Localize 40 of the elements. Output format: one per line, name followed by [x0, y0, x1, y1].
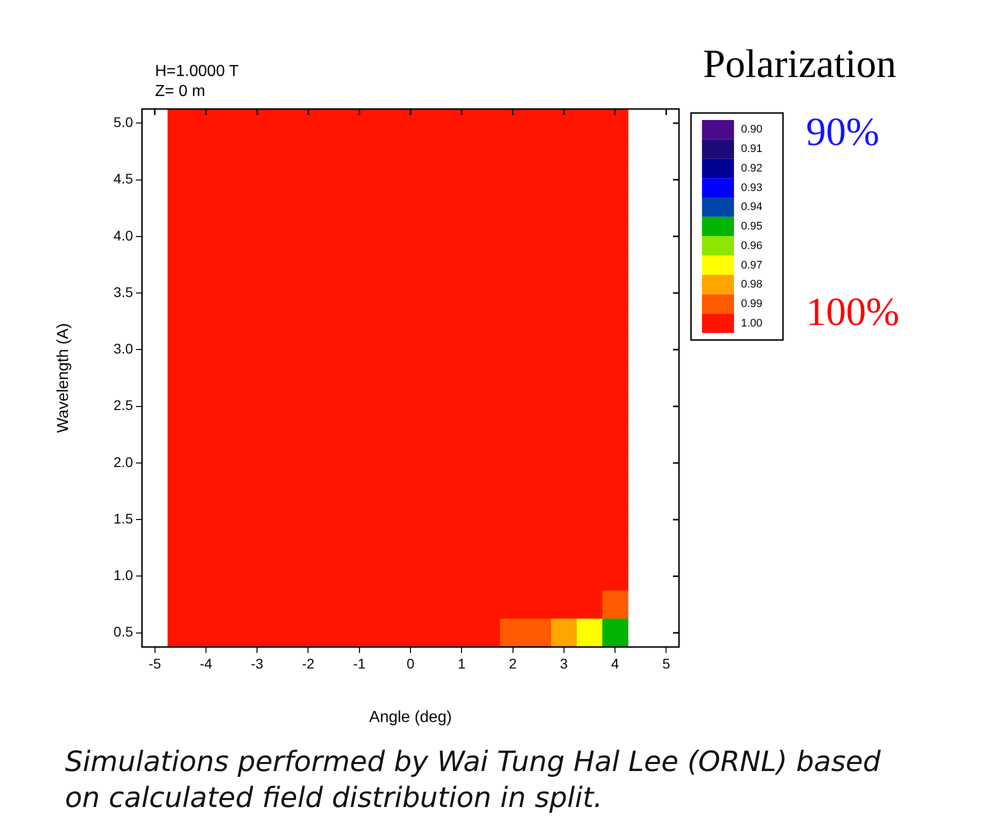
y-tick-label: 4.5	[114, 170, 134, 187]
x-tick-label: -5	[148, 655, 162, 672]
y-tick-label: 5.0	[114, 114, 134, 130]
text: Simulations performed by Wai Tung Hal Lee (ORNL) based on calculated field distribution in split.	[65, 744, 882, 816]
y-axis-title: Wavelength (A)	[55, 323, 72, 433]
color-bar-label: 0.91	[741, 143, 762, 156]
color-bar-label: 0.92	[741, 162, 762, 174]
color-bar-label: 0.97	[741, 259, 762, 272]
x-tick-label: -2	[302, 655, 315, 672]
y-tick-label: 2.5	[114, 397, 134, 414]
x-tick-label: 0	[406, 655, 415, 672]
color-bar-label: 0.95	[741, 220, 762, 233]
y-tick-label: 3.0	[114, 340, 134, 357]
x-tick-label: 2	[508, 655, 517, 672]
y-tick-label: 1.0	[114, 567, 134, 584]
color-bar-label: 1.00	[741, 317, 762, 330]
y-tick-label: 0.5	[114, 624, 134, 640]
x-tick-label: 1	[458, 655, 466, 672]
color-bar-label: 0.90	[741, 124, 762, 136]
color-bar-label: 0.94	[741, 201, 762, 214]
color-bar-label: 0.98	[741, 278, 762, 291]
x-axis-title: Angle (deg)	[369, 708, 452, 726]
text: Z= 0 m	[155, 83, 206, 101]
x-tick-label: 3	[560, 655, 568, 672]
legend-title: Polarization	[703, 40, 896, 87]
text: H=1.0000 T	[155, 63, 239, 81]
y-tick-label: 2.0	[114, 454, 134, 470]
color-bar-label: 0.93	[741, 182, 762, 194]
y-tick-label: 4.0	[114, 227, 134, 244]
y-tick-label: 3.5	[114, 284, 134, 300]
x-tick-label: 5	[662, 655, 670, 672]
text: 90%	[806, 108, 880, 155]
color-bar-label: 0.99	[741, 298, 762, 310]
x-tick-label: -3	[250, 655, 264, 672]
color-bar-label: 0.96	[741, 240, 762, 252]
x-tick-label: -4	[200, 655, 212, 672]
x-tick-label: -1	[353, 655, 366, 672]
x-tick-label: 4	[611, 655, 620, 672]
text: 100%	[806, 288, 900, 335]
y-tick-label: 1.5	[114, 510, 134, 526]
